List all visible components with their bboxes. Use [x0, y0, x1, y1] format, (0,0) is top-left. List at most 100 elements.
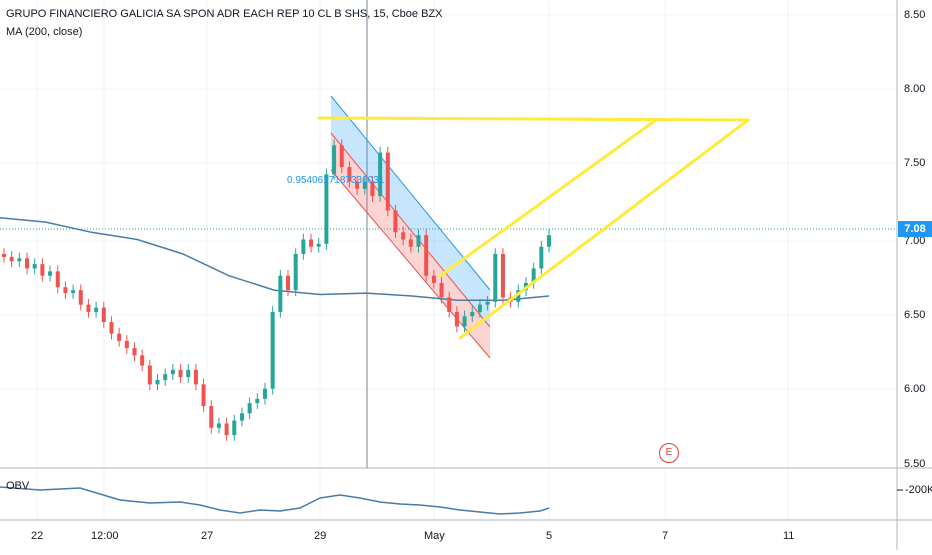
- candle: [63, 287, 68, 294]
- candle: [9, 256, 14, 262]
- time-tick: 12:00: [91, 530, 119, 542]
- candle: [393, 210, 398, 233]
- candle: [132, 348, 137, 356]
- channel-mid-line: [330, 132, 491, 328]
- candle: [94, 307, 99, 312]
- candle: [485, 301, 490, 305]
- candle: [332, 145, 337, 175]
- candle: [324, 174, 329, 244]
- candle: [316, 243, 321, 247]
- candle: [140, 355, 145, 366]
- candle: [477, 304, 482, 312]
- candle: [247, 403, 252, 414]
- channel-value-label: 0.9540617187336031: [287, 175, 385, 186]
- candle: [270, 311, 275, 389]
- candle: [186, 369, 191, 378]
- time-tick: May: [424, 530, 445, 542]
- candle: [78, 290, 83, 305]
- time-tick: 27: [201, 530, 214, 542]
- channel-bottom-line: [330, 169, 491, 359]
- triangle-drawing: [317, 116, 750, 340]
- obv-axis-tick: -200K: [905, 484, 932, 496]
- candle: [117, 333, 122, 341]
- candle: [293, 253, 298, 291]
- candle: [124, 340, 129, 349]
- candle: [2, 253, 6, 257]
- candle: [193, 369, 198, 385]
- price-tick: 7.00: [904, 235, 926, 247]
- candle: [278, 275, 283, 312]
- candle: [439, 282, 444, 298]
- candle: [408, 239, 413, 247]
- candle: [539, 246, 544, 269]
- candle: [163, 374, 168, 380]
- candle: [339, 145, 344, 168]
- earnings-marker[interactable]: E: [659, 443, 679, 463]
- candle: [25, 258, 30, 269]
- candle: [209, 406, 214, 428]
- obv-legend[interactable]: OBV: [6, 480, 30, 492]
- candle: [239, 413, 244, 421]
- candle: [255, 398, 260, 404]
- candle: [401, 232, 406, 240]
- candle: [224, 423, 229, 436]
- candle: [216, 423, 221, 428]
- candle: [109, 322, 114, 334]
- candle: [462, 316, 467, 327]
- symbol-title: GRUPO FINANCIERO GALICIA SA SPON ADR EAC…: [6, 8, 443, 20]
- channel-upper-fill: [331, 96, 490, 327]
- ma-legend[interactable]: MA (200, close): [6, 26, 83, 38]
- candle: [431, 275, 436, 283]
- candle: [424, 235, 429, 276]
- candle: [385, 152, 390, 211]
- candle: [516, 290, 521, 302]
- candle: [201, 384, 206, 407]
- candle: [17, 258, 22, 262]
- candle: [262, 388, 267, 399]
- candle: [500, 253, 505, 298]
- candles: [2, 139, 551, 441]
- candle: [547, 235, 551, 247]
- candle: [48, 271, 53, 276]
- candle: [286, 275, 291, 291]
- candle: [355, 181, 360, 189]
- price-tick: 8.00: [904, 83, 926, 95]
- candle: [416, 235, 421, 247]
- time-tick: 7: [662, 530, 669, 542]
- price-tick: 8.50: [904, 9, 926, 21]
- candle: [370, 181, 375, 197]
- current-price-badge: 7.08: [898, 221, 932, 237]
- candle: [55, 271, 60, 288]
- candle: [378, 152, 383, 197]
- time-tick: 29: [314, 530, 327, 542]
- price-tick: 6.00: [904, 383, 926, 395]
- candle: [178, 369, 183, 378]
- ma-line: [0, 217, 550, 302]
- candle: [71, 290, 76, 294]
- candle: [447, 297, 452, 312]
- candle: [155, 379, 160, 385]
- candle: [362, 181, 367, 189]
- candle: [32, 264, 37, 269]
- candle: [147, 365, 152, 385]
- time-tick: 22: [31, 530, 44, 542]
- price-tick: 7.50: [904, 157, 926, 169]
- obv-line: [0, 486, 550, 515]
- candle: [170, 369, 175, 375]
- candle: [470, 311, 475, 317]
- candle: [301, 239, 306, 254]
- candle: [493, 253, 498, 302]
- candle: [86, 304, 91, 312]
- candle: [454, 311, 459, 327]
- price-tick: 5.50: [904, 458, 926, 470]
- time-tick: 11: [783, 530, 795, 542]
- candle: [101, 307, 106, 323]
- price-tick: 6.50: [904, 309, 926, 321]
- candle: [309, 239, 314, 247]
- time-tick: 5: [546, 530, 553, 542]
- candle: [531, 268, 536, 283]
- candle: [40, 264, 45, 276]
- candle: [347, 167, 352, 182]
